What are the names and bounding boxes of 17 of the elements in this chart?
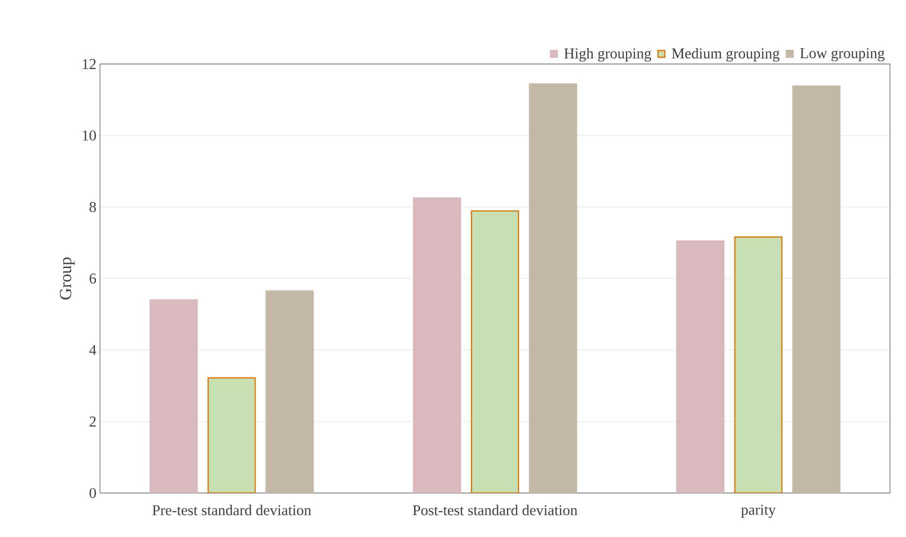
legend-label: Medium grouping [672,48,780,62]
x-tick-label: parity [741,504,776,518]
y-tick-label: 12 [82,59,96,69]
x-tick-label: Post-test standard deviation [412,504,578,516]
y-tick-label: 6 [90,273,96,284]
x-tick-label: Pre-test standard deviation [152,504,312,516]
y-tick-label: 10 [82,130,96,141]
bar [470,210,520,493]
y-axis-title: Group [60,258,75,300]
y-tick-label: 4 [89,345,96,355]
legend-label: Low grouping [800,48,885,62]
y-tick-label: 0 [90,488,96,498]
y-tick-label: 8 [90,202,96,212]
y-tick-label: 2 [90,416,96,426]
bar [734,236,782,493]
bar [208,377,256,493]
legend-label: High grouping [564,48,652,62]
